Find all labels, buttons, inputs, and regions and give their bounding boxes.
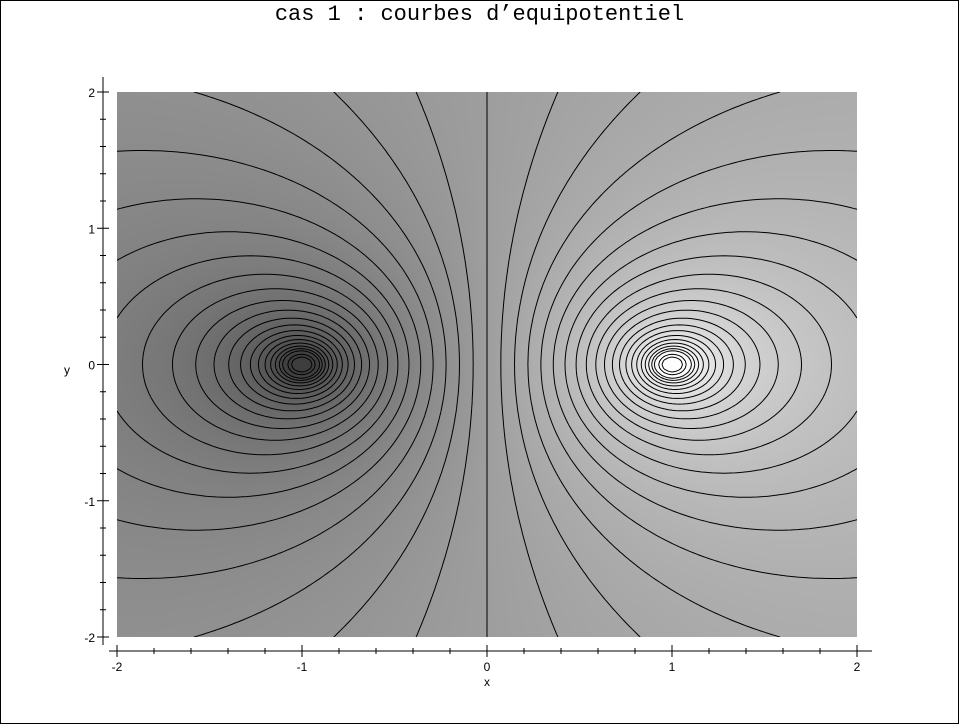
- contour-line: [636, 335, 717, 394]
- contour-line: [575, 255, 857, 474]
- equipotential-contours: [117, 92, 857, 637]
- y-tick-label: 2: [88, 86, 95, 100]
- contour-line: [257, 335, 338, 394]
- contour-line: [274, 345, 326, 384]
- contour-line: [333, 92, 460, 637]
- contour-line: [625, 324, 734, 405]
- y-tick-label: -1: [84, 495, 95, 509]
- contour-line: [240, 324, 349, 405]
- contour-line: [282, 350, 321, 379]
- y-axis-label: y: [64, 363, 70, 377]
- contour-line: [619, 317, 746, 412]
- contour-line: [117, 231, 410, 498]
- contour-line: [514, 92, 641, 637]
- contour-line: [291, 356, 313, 373]
- contour-line: [142, 273, 389, 456]
- contour-line: [228, 317, 355, 412]
- x-tick-label: 1: [669, 660, 676, 674]
- contour-line: [117, 255, 399, 474]
- contour-line: [249, 330, 343, 399]
- contour-line: [658, 353, 687, 376]
- contour-line: [564, 231, 857, 498]
- contour-line: [640, 339, 710, 390]
- contour-line: [631, 330, 725, 399]
- contour-line: [117, 150, 434, 579]
- contour-line: [270, 342, 330, 387]
- y-tick-label: 0: [88, 359, 95, 373]
- contour-line: [415, 92, 474, 637]
- contour-line: [540, 150, 857, 579]
- axes: -2 -1 0 1 2 2 1 0 -1 -2: [84, 77, 872, 674]
- contour-line: [648, 345, 700, 384]
- contour-line: [644, 342, 704, 387]
- contour-line: [195, 300, 370, 429]
- x-tick-label: -1: [297, 660, 308, 674]
- contour-line: [287, 353, 316, 376]
- contour-line: [611, 309, 761, 420]
- contour-line: [661, 356, 683, 373]
- y-tick-label: 1: [88, 222, 95, 236]
- contour-line: [278, 348, 323, 381]
- contour-line: [653, 350, 692, 379]
- contour-line: [117, 198, 422, 531]
- y-tick-label: -2: [84, 631, 95, 645]
- contour-line: [651, 348, 696, 381]
- x-tick-label: 0: [484, 660, 491, 674]
- contour-line: [500, 92, 559, 637]
- contour-line: [264, 339, 334, 390]
- contour-line: [527, 92, 781, 637]
- contour-line: [172, 288, 379, 441]
- contour-line: [193, 92, 447, 637]
- contour-line: [585, 273, 832, 456]
- contour-line: [604, 300, 779, 429]
- x-tick-label: -2: [112, 660, 123, 674]
- contour-line: [213, 309, 363, 420]
- contour-line: [552, 198, 857, 531]
- chart-title: cas 1 : courbes d’equipotentiel: [274, 2, 685, 27]
- x-axis-label: x: [484, 675, 490, 689]
- x-tick-label: 2: [854, 660, 861, 674]
- contour-line: [595, 288, 802, 441]
